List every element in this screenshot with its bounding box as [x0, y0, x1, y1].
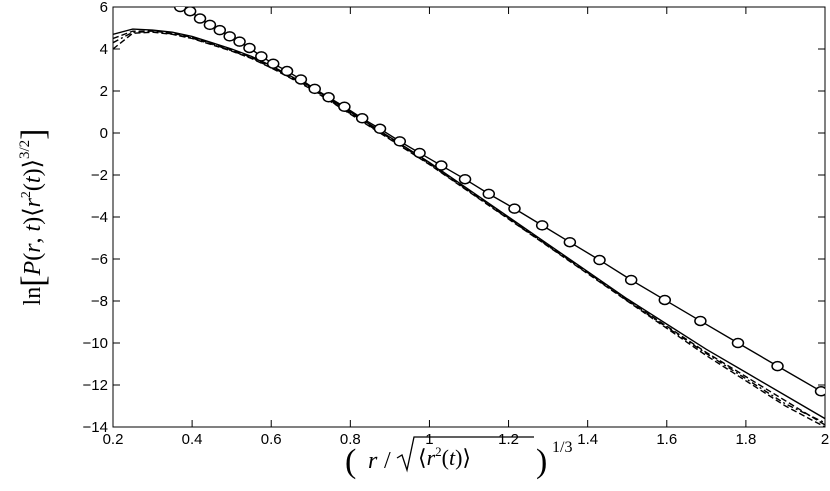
- data-point-circle: [593, 254, 606, 266]
- svg-text:⟨r2(t)⟩: ⟨r2(t)⟩: [418, 444, 471, 470]
- data-point-circle: [255, 51, 268, 62]
- y-tick-label: −10: [83, 335, 108, 352]
- data-point-circle: [658, 294, 672, 306]
- svg-text:r: r: [368, 448, 378, 474]
- y-axis-label: ln[P(r, t)⟨r2(t)⟩3/2]: [15, 129, 52, 306]
- data-point-circle: [322, 92, 335, 103]
- series-layer: [113, 7, 825, 427]
- x-tick-label: 0.2: [103, 431, 124, 448]
- svg-text:/: /: [384, 448, 391, 474]
- y-tick-label: −12: [83, 377, 108, 394]
- series-line-2: [113, 30, 825, 426]
- data-point-circle: [355, 113, 369, 124]
- data-point-circle: [338, 101, 351, 112]
- x-tick-label: 0.8: [340, 431, 361, 448]
- data-point-circle: [193, 13, 207, 24]
- x-tick-label: 0.6: [261, 431, 282, 448]
- plot-area: [112, 6, 826, 428]
- svg-text:1/3: 1/3: [552, 439, 572, 456]
- x-tick-label: 1.8: [735, 431, 756, 448]
- data-point-circle: [223, 31, 236, 42]
- data-point-circle: [731, 337, 745, 349]
- data-point-circle: [213, 24, 227, 36]
- svg-text:ln[P(r, t)⟨r2(t)⟩3/2]: ln[P(r, t)⟨r2(t)⟩3/2]: [15, 129, 52, 306]
- data-point-circle: [624, 274, 638, 286]
- data-point-circle: [508, 203, 521, 214]
- data-point-circle: [771, 360, 784, 372]
- data-point-circle: [413, 147, 426, 159]
- y-tick-label: 0: [100, 125, 108, 142]
- data-point-circle: [183, 7, 197, 17]
- data-point-circle: [173, 7, 187, 13]
- x-tick-label: 1.2: [498, 431, 519, 448]
- data-point-circle: [814, 386, 825, 397]
- axes-box: [112, 6, 826, 428]
- data-point-circle: [482, 188, 496, 200]
- y-tick-label: 4: [100, 41, 108, 58]
- svg-text:(: (: [345, 443, 356, 480]
- series-line-1: [113, 28, 825, 420]
- svg-text:): ): [536, 443, 547, 480]
- x-axis-label: ( r / ⟨r2(t)⟩ ) 1/3: [345, 436, 572, 480]
- data-point-circle: [563, 236, 577, 248]
- data-point-circle: [280, 65, 294, 77]
- data-point-circle: [294, 74, 308, 85]
- x-tick-label: 1: [425, 431, 433, 448]
- y-tick-label: −8: [91, 293, 108, 310]
- series-group: [113, 7, 825, 427]
- data-point-circle: [266, 58, 280, 69]
- y-tick-label: −2: [91, 167, 108, 184]
- data-point-circle: [435, 160, 448, 171]
- data-point-circle: [373, 123, 387, 135]
- x-tick-label: 1.4: [577, 431, 598, 448]
- data-point-circle: [535, 220, 549, 231]
- series-line-4: [113, 31, 825, 424]
- data-point-circle: [458, 173, 472, 185]
- data-point-circle: [233, 36, 246, 47]
- data-point-circle: [393, 136, 407, 147]
- data-point-circle: [203, 19, 217, 31]
- x-tick-label: 2: [821, 431, 829, 448]
- data-point-circle: [243, 42, 256, 54]
- y-tick-label: 2: [100, 83, 108, 100]
- axis-ticks: 0.2 0.4 0.6 0.8 1 1.2 1.4 1.6 1.8 2 −14 −12 −10 −8 −6 −…: [83, 0, 830, 448]
- y-tick-label: −14: [83, 419, 108, 436]
- y-tick-label: −6: [91, 251, 108, 268]
- y-tick-label: −4: [91, 209, 108, 226]
- x-tick-label: 0.4: [182, 431, 203, 448]
- data-point-circle: [694, 315, 707, 327]
- x-tick-label: 1.6: [656, 431, 677, 448]
- data-point-circle: [308, 83, 321, 95]
- series-line-3: [113, 31, 825, 427]
- y-tick-label: 6: [100, 0, 108, 16]
